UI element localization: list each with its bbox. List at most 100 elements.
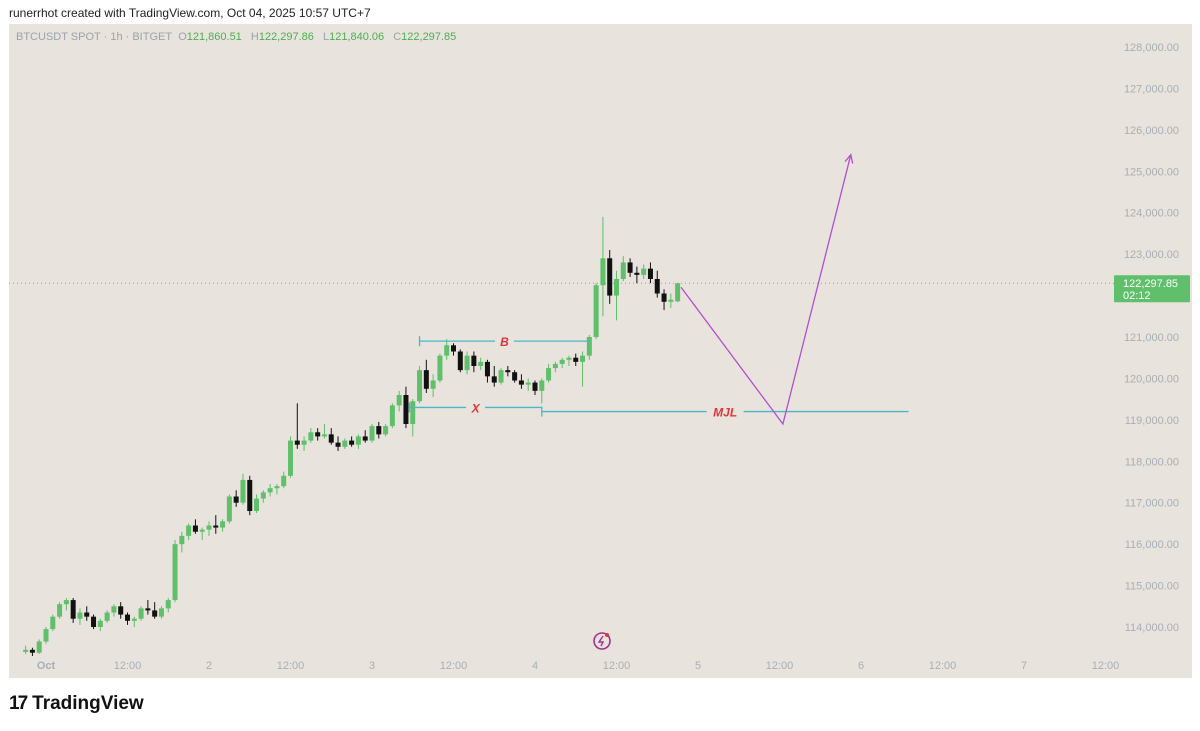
candle-up xyxy=(281,475,287,487)
candle-up xyxy=(410,401,416,424)
candle-up xyxy=(586,337,592,356)
level-label-bg xyxy=(494,333,514,350)
candle-up xyxy=(301,440,307,445)
candle-down xyxy=(634,272,640,275)
event-flash-icon[interactable] xyxy=(593,632,611,650)
candle-up xyxy=(77,612,83,619)
candle-down xyxy=(125,614,130,621)
candle-down xyxy=(91,616,97,627)
candle-down xyxy=(29,649,35,653)
y-tick-label: 117,000.00 xyxy=(1125,498,1179,510)
x-tick-label: 5 xyxy=(695,660,701,672)
candle-up xyxy=(355,436,361,445)
candle-up xyxy=(288,440,293,476)
candle-down xyxy=(247,479,253,511)
symbol-label[interactable]: BTCUSDT SPOT · 1h · BITGET xyxy=(16,31,173,43)
candle-up xyxy=(342,440,348,447)
candle-up xyxy=(552,363,558,369)
candle-up xyxy=(444,345,450,356)
x-tick-label: 4 xyxy=(532,660,538,672)
candle-up xyxy=(57,604,63,617)
candle-up xyxy=(539,380,545,391)
y-tick-label: 116,000.00 xyxy=(1125,539,1179,551)
event-dot xyxy=(605,633,609,637)
y-tick-label: 118,000.00 xyxy=(1125,456,1179,468)
candle-up xyxy=(260,492,266,499)
level-label: MJL xyxy=(713,406,737,420)
chart-area[interactable]: BTCUSDT SPOT · 1h · BITGET O121,860.51 H… xyxy=(9,24,1192,678)
candle-up xyxy=(240,479,246,503)
x-tick-label: 2 xyxy=(206,660,212,672)
candle-down xyxy=(484,361,490,377)
candlestick-chart[interactable]: 114,000.00 115,000.00 116,000.00 117,000.00… xyxy=(9,24,1192,678)
projection-path xyxy=(680,154,852,426)
low-value: 121,840.06 xyxy=(329,31,385,43)
candle-up xyxy=(430,380,436,389)
candle-down xyxy=(505,370,511,373)
level-label-bg xyxy=(466,399,486,416)
candle-down xyxy=(70,600,76,619)
attribution-text: runerrhot created with TradingView.com, … xyxy=(9,6,371,20)
tradingview-mark-icon: 17 xyxy=(9,693,28,714)
candle-down xyxy=(192,525,198,532)
y-tick-label: 121,000.00 xyxy=(1124,332,1179,344)
tradingview-logo: 17 TradingView xyxy=(9,692,144,716)
candle-down xyxy=(573,357,579,362)
x-tick-label: Oct xyxy=(37,660,56,672)
candle-down xyxy=(362,436,368,441)
projection-arrowhead-icon xyxy=(844,153,854,164)
candle-up xyxy=(593,285,599,337)
level-label: X xyxy=(471,401,481,415)
candle-up xyxy=(158,608,164,617)
candle-up xyxy=(464,355,470,371)
y-tick-label: 125,000.00 xyxy=(1124,166,1179,178)
event-flash-bolt xyxy=(597,635,605,647)
candle-up xyxy=(267,488,273,493)
close-key: C xyxy=(393,31,402,43)
open-value: 121,860.51 xyxy=(186,31,242,43)
candle-up xyxy=(478,361,484,366)
candle-down xyxy=(627,262,633,273)
candle-down xyxy=(152,610,158,617)
y-tick-label: 126,000.00 xyxy=(1124,125,1179,137)
candle-up xyxy=(321,434,327,437)
candle-down xyxy=(294,440,300,445)
candle-up xyxy=(525,382,531,385)
x-tick-label: 12:00 xyxy=(114,660,142,672)
x-tick-label: 7 xyxy=(1021,660,1027,672)
candle-up xyxy=(437,355,443,381)
candle-down xyxy=(518,380,524,385)
candle-up xyxy=(389,405,395,427)
candle-down xyxy=(335,442,341,447)
candle-down xyxy=(451,345,456,352)
y-tick-label: 128,000.00 xyxy=(1124,42,1179,54)
candle-down xyxy=(471,355,477,366)
candle-up xyxy=(97,620,103,627)
candle-down xyxy=(654,279,660,294)
y-tick-label: 120,000.00 xyxy=(1124,373,1179,385)
close-value: 122,297.85 xyxy=(401,31,457,43)
brand-name: TradingView xyxy=(32,693,144,714)
candle-up xyxy=(668,299,674,302)
candle-up xyxy=(111,606,117,613)
candle-down xyxy=(376,426,382,435)
candle-down xyxy=(349,440,355,445)
candle-up xyxy=(172,544,178,601)
candle-up xyxy=(620,262,626,279)
candle-up xyxy=(206,525,212,530)
candle-up xyxy=(675,283,681,302)
price-tag xyxy=(1114,275,1190,303)
candle-up xyxy=(369,426,375,441)
y-tick-label: 119,000.00 xyxy=(1125,415,1179,427)
candle-up xyxy=(566,357,572,360)
candle-down xyxy=(661,293,667,302)
candle-down xyxy=(423,370,429,389)
candle-up xyxy=(50,616,56,630)
candle-up xyxy=(498,370,504,383)
candle-up xyxy=(63,600,69,605)
candle-up xyxy=(383,426,389,435)
x-tick-label: 12:00 xyxy=(603,660,631,672)
candle-up xyxy=(199,529,205,532)
low-key: L xyxy=(322,31,330,43)
candle-down xyxy=(213,525,219,528)
